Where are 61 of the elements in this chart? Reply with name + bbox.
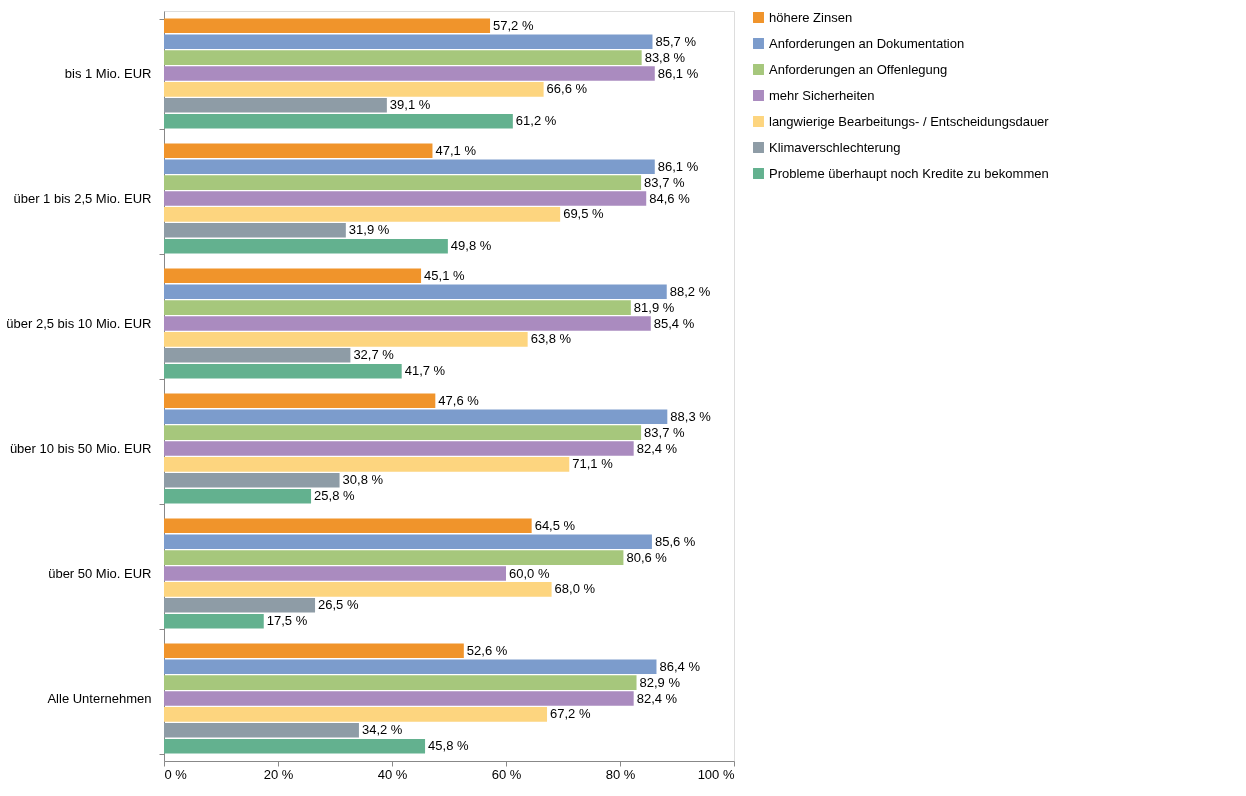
data-label: 81,9 % xyxy=(633,299,675,315)
data-label: 83,7 % xyxy=(644,424,685,440)
y-tick-label: über 50 Mio. EUR xyxy=(48,566,152,581)
y-tick-label: bis 1 Mio. EUR xyxy=(64,66,152,81)
data-label: 30,8 % xyxy=(342,472,384,488)
legend-label: langwierige Bearbeitungs- / Entscheidungsdauer xyxy=(769,113,1050,129)
data-label: 52,6 % xyxy=(466,642,508,658)
x-tick-label: 100 % xyxy=(697,766,735,782)
y-tick-label: Alle Unternehmen xyxy=(47,691,152,706)
data-label: 63,8 % xyxy=(530,331,572,347)
data-label: 86,4 % xyxy=(659,658,701,674)
data-label: 83,7 % xyxy=(644,174,685,190)
data-label: 82,9 % xyxy=(639,674,681,690)
x-tick-label: 80 % xyxy=(605,766,636,782)
data-label: 39,1 % xyxy=(389,97,431,113)
data-label: 84,6 % xyxy=(649,190,691,206)
data-label: 66,6 % xyxy=(546,81,588,97)
legend-label: Probleme überhaupt noch Kredite zu bekommen xyxy=(769,165,1049,181)
x-tick-label: 40 % xyxy=(377,766,408,782)
data-label: 88,3 % xyxy=(670,408,712,424)
data-label: 17,5 % xyxy=(266,613,308,629)
data-label: 26,5 % xyxy=(318,597,359,613)
data-label: 67,2 % xyxy=(550,706,591,722)
data-label: 85,6 % xyxy=(654,533,696,549)
data-label: 32,7 % xyxy=(353,347,395,363)
data-label: 25,8 % xyxy=(314,488,355,504)
legend-label: Anforderungen an Offenlegung xyxy=(769,61,948,77)
data-label: 31,9 % xyxy=(348,222,390,238)
data-label: 82,4 % xyxy=(636,690,678,706)
y-tick-label: über 2,5 bis 10 Mio. EUR xyxy=(6,316,152,331)
data-label: 41,7 % xyxy=(404,363,446,379)
data-label: 88,2 % xyxy=(669,283,711,299)
y-tick-label: über 10 bis 50 Mio. EUR xyxy=(9,441,152,456)
x-tick-label: 60 % xyxy=(491,766,522,782)
data-label: 57,2 % xyxy=(493,17,534,33)
data-label: 60,0 % xyxy=(509,565,550,581)
data-label: 83,8 % xyxy=(644,49,686,65)
data-label: 86,1 % xyxy=(657,158,699,174)
data-label: 47,6 % xyxy=(438,392,480,408)
data-label: 45,1 % xyxy=(424,267,465,283)
legend-label: Klimaverschlechterung xyxy=(769,139,901,155)
data-label: 68,0 % xyxy=(554,581,596,597)
data-label: 64,5 % xyxy=(534,517,576,533)
data-label: 86,1 % xyxy=(657,65,699,81)
data-label: 85,4 % xyxy=(653,315,695,331)
legend-label: mehr Sicherheiten xyxy=(769,87,875,103)
data-label: 49,8 % xyxy=(450,238,492,254)
x-tick-label: 20 % xyxy=(263,766,294,782)
x-tick-label: 0 % xyxy=(164,766,188,782)
legend-label: Anforderungen an Dokumentation xyxy=(769,35,965,51)
data-label: 61,2 % xyxy=(515,113,557,129)
data-label: 80,6 % xyxy=(626,549,668,565)
data-label: 71,1 % xyxy=(572,456,614,472)
data-label: 82,4 % xyxy=(636,440,678,456)
data-label: 34,2 % xyxy=(361,722,403,738)
data-label: 45,8 % xyxy=(428,738,469,754)
data-label: 85,7 % xyxy=(655,33,697,49)
legend-label: höhere Zinsen xyxy=(769,9,853,25)
y-tick-label: über 1 bis 2,5 Mio. EUR xyxy=(13,191,152,206)
data-label: 47,1 % xyxy=(435,142,477,158)
data-label: 69,5 % xyxy=(563,206,605,222)
